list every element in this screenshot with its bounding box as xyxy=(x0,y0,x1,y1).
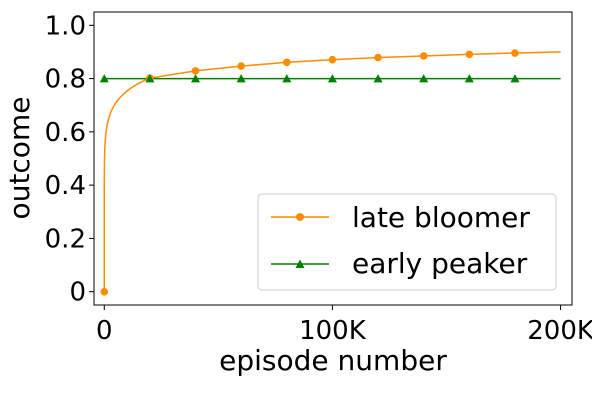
data-point-late-bloomer xyxy=(419,52,428,60)
data-point-early-peaker xyxy=(191,74,201,83)
data-point-early-peaker xyxy=(236,74,246,83)
legend-label-late-bloomer: late bloomer xyxy=(352,201,530,234)
data-point-early-peaker xyxy=(99,74,109,83)
data-point-late-bloomer xyxy=(282,58,291,67)
legend-label-early-peaker: early peaker xyxy=(352,247,528,280)
series-markers xyxy=(99,49,520,296)
x-tick-label: 0 xyxy=(96,316,113,346)
data-point-late-bloomer xyxy=(191,67,200,75)
y-tick-label: 0.8 xyxy=(45,65,86,95)
data-point-early-peaker xyxy=(282,74,292,83)
y-axis-label: outcome xyxy=(3,97,36,220)
data-point-early-peaker xyxy=(510,74,520,83)
data-point-late-bloomer xyxy=(328,55,337,64)
data-point-early-peaker xyxy=(464,74,474,83)
y-tick-label: 0.6 xyxy=(45,118,86,148)
data-point-late-bloomer xyxy=(100,287,109,296)
data-point-early-peaker xyxy=(327,74,337,83)
data-point-early-peaker xyxy=(145,74,155,83)
y-tick-label: 1.0 xyxy=(45,11,86,41)
data-point-late-bloomer xyxy=(237,62,245,70)
x-axis-label: episode number xyxy=(219,344,447,377)
data-point-early-peaker xyxy=(373,74,383,83)
plot-frame xyxy=(93,11,573,306)
data-point-late-bloomer xyxy=(465,50,474,59)
legend: late bloomer early peaker xyxy=(257,193,557,291)
legend-box xyxy=(257,193,557,291)
y-tick-label: 0.4 xyxy=(45,171,86,201)
y-axis-ticks: 0 0.2 0.4 0.6 0.8 1.0 xyxy=(45,11,94,308)
legend-marker-late-bloomer xyxy=(296,213,304,221)
x-axis-ticks: 0 100K 200K xyxy=(96,305,592,346)
x-tick-label: 200K xyxy=(527,316,592,346)
data-point-late-bloomer xyxy=(374,53,382,62)
y-tick-label: 0.2 xyxy=(45,224,86,254)
data-point-early-peaker xyxy=(419,74,429,83)
legend-marker-early-peaker xyxy=(295,259,305,268)
data-point-late-bloomer xyxy=(511,49,519,57)
y-tick-label: 0 xyxy=(69,278,86,308)
x-tick-label: 100K xyxy=(299,316,367,346)
